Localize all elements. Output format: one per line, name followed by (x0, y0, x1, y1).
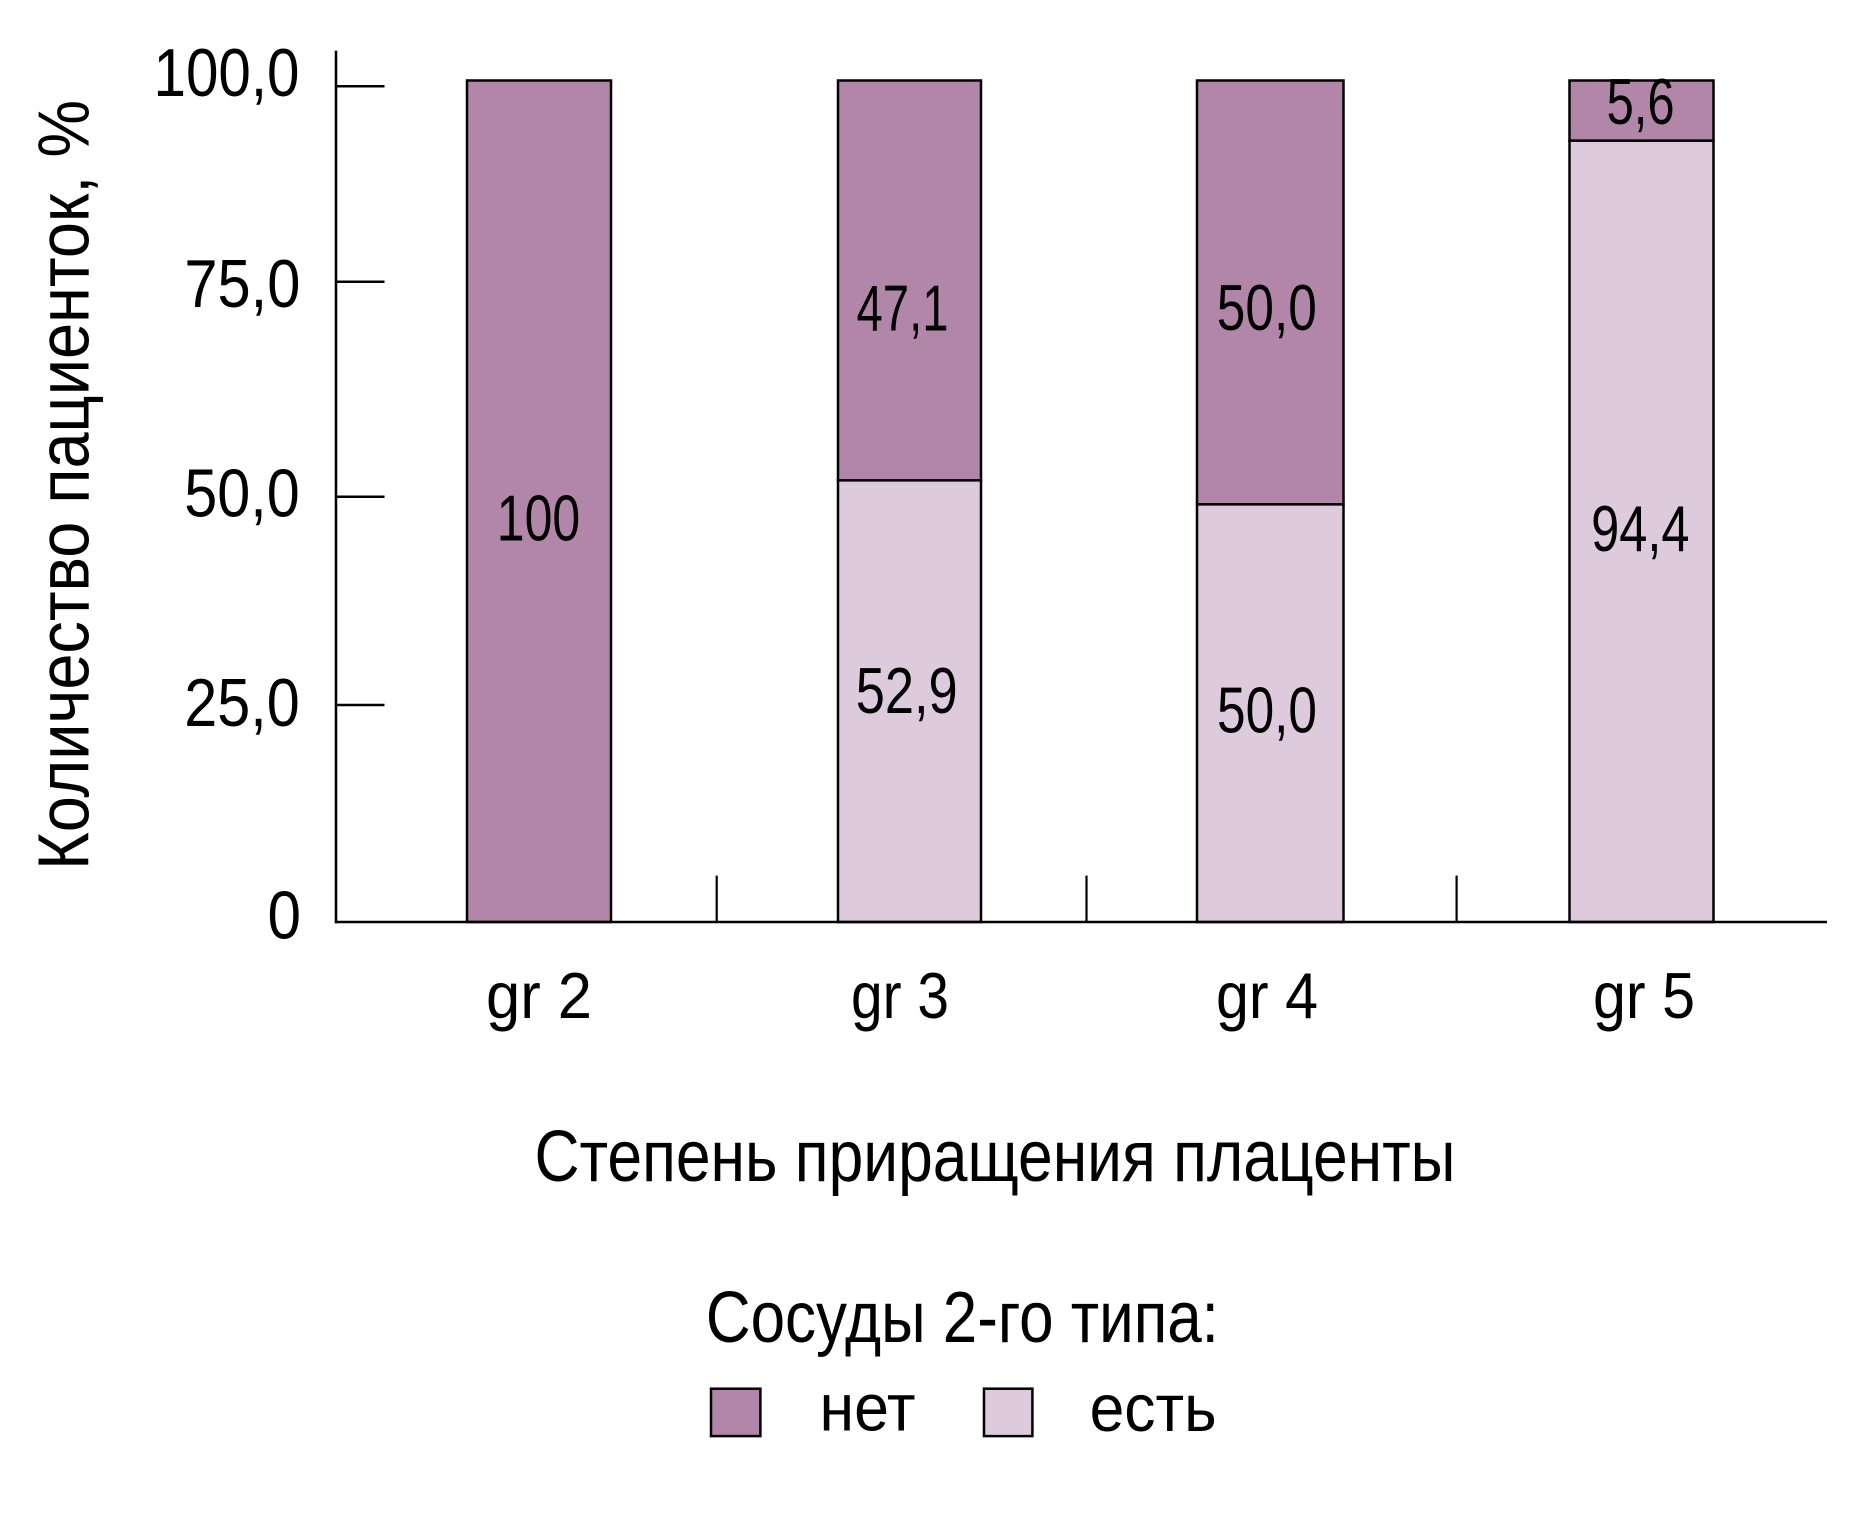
svg-text:94,4: 94,4 (1591, 492, 1689, 565)
svg-text:50,0: 50,0 (184, 456, 300, 532)
svg-text:Сосуды 2-го типа:: Сосуды 2-го типа: (706, 1278, 1219, 1358)
svg-text:gr 3: gr 3 (851, 959, 949, 1032)
svg-text:gr 2: gr 2 (486, 959, 592, 1032)
svg-text:100: 100 (497, 482, 580, 555)
svg-text:50,0: 50,0 (1217, 271, 1317, 344)
svg-text:25,0: 25,0 (184, 665, 300, 741)
svg-text:75,0: 75,0 (184, 246, 300, 322)
svg-text:50,0: 50,0 (1217, 673, 1317, 746)
svg-text:есть: есть (1090, 1371, 1217, 1446)
svg-text:0: 0 (268, 878, 302, 954)
svg-text:52,9: 52,9 (856, 654, 958, 727)
svg-text:Количество пациенток, %: Количество пациенток, % (25, 100, 105, 870)
svg-text:gr 5: gr 5 (1593, 959, 1695, 1032)
svg-text:47,1: 47,1 (857, 272, 949, 345)
svg-text:нет: нет (820, 1371, 916, 1446)
svg-text:100,0: 100,0 (154, 35, 300, 111)
svg-text:5,6: 5,6 (1607, 65, 1675, 138)
svg-text:gr 4: gr 4 (1216, 959, 1318, 1032)
svg-text:Степень приращения плаценты: Степень приращения плаценты (535, 1117, 1456, 1197)
